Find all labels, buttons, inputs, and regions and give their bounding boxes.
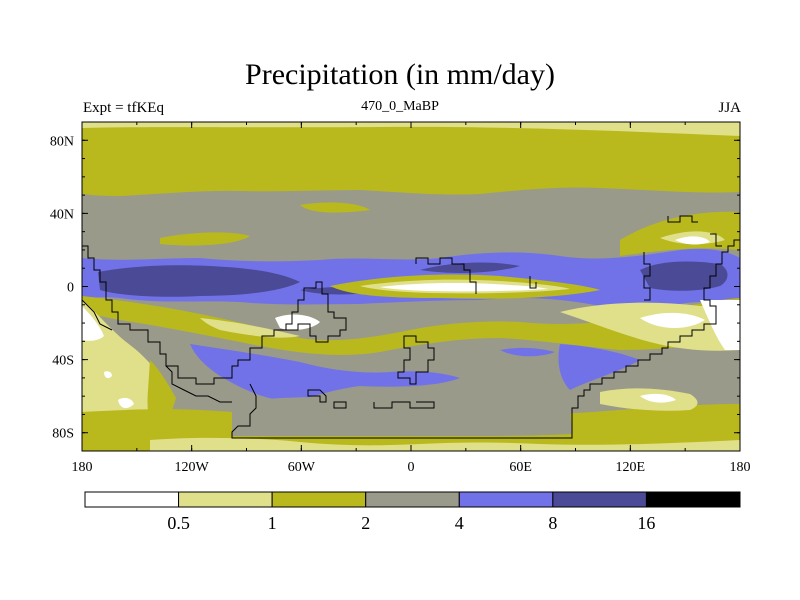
chart-title: Precipitation (in mm/day): [245, 58, 555, 91]
colorbar-level-label: 16: [637, 513, 655, 533]
colorbar-level-label: 8: [548, 513, 557, 533]
time-label: 470_0_MaBP: [361, 99, 439, 114]
axis-ticks: [81, 121, 741, 452]
y-tick-label: 0: [67, 281, 74, 296]
colorbar-labels: 0.5 1 2 4 8 16: [167, 513, 655, 533]
colorbar-box: [645, 491, 741, 508]
colorbar-box: [271, 491, 367, 508]
colorbar-level-label: 4: [455, 513, 464, 533]
colorbar-box: [552, 491, 647, 508]
coastlines: [82, 215, 740, 439]
y-tick-label: 80S: [52, 427, 74, 442]
x-tick-label: 120W: [175, 460, 210, 475]
axis-tick-labels: 180 120W 60W 0 60E 120E 180 80N 40N 0 40S 80S: [50, 134, 751, 475]
y-tick-label: 80N: [50, 134, 74, 149]
x-tick-label: 0: [408, 460, 415, 475]
y-tick-label: 40S: [52, 354, 74, 369]
experiment-label: Expt = tfKEq: [83, 100, 164, 116]
season-label: JJA: [718, 100, 741, 116]
colorbar: [84, 491, 741, 508]
y-tick-label: 40N: [50, 207, 74, 222]
field-maxima-8-16-indopacific: [640, 261, 728, 291]
x-tick-label: 180: [730, 460, 751, 475]
colorbar-box: [84, 491, 180, 508]
field-dry-0-0.5-equatorial: [380, 282, 548, 292]
x-tick-label: 60W: [288, 460, 316, 475]
x-tick-label: 120E: [616, 460, 646, 475]
x-tick-label: 180: [72, 460, 93, 475]
x-tick-label: 60E: [509, 460, 532, 475]
field-maxima-8-16-pacific-w: [98, 265, 300, 297]
colorbar-level-label: 1: [268, 513, 277, 533]
precipitation-field: [82, 122, 740, 451]
colorbar-level-label: 2: [361, 513, 370, 533]
colorbar-box: [458, 491, 554, 508]
field-north-1-2: [82, 122, 740, 196]
colorbar-level-label: 0.5: [167, 513, 190, 533]
colorbar-box: [178, 491, 273, 508]
colorbar-box: [365, 491, 460, 508]
field-north-0.5-1: [82, 122, 740, 136]
